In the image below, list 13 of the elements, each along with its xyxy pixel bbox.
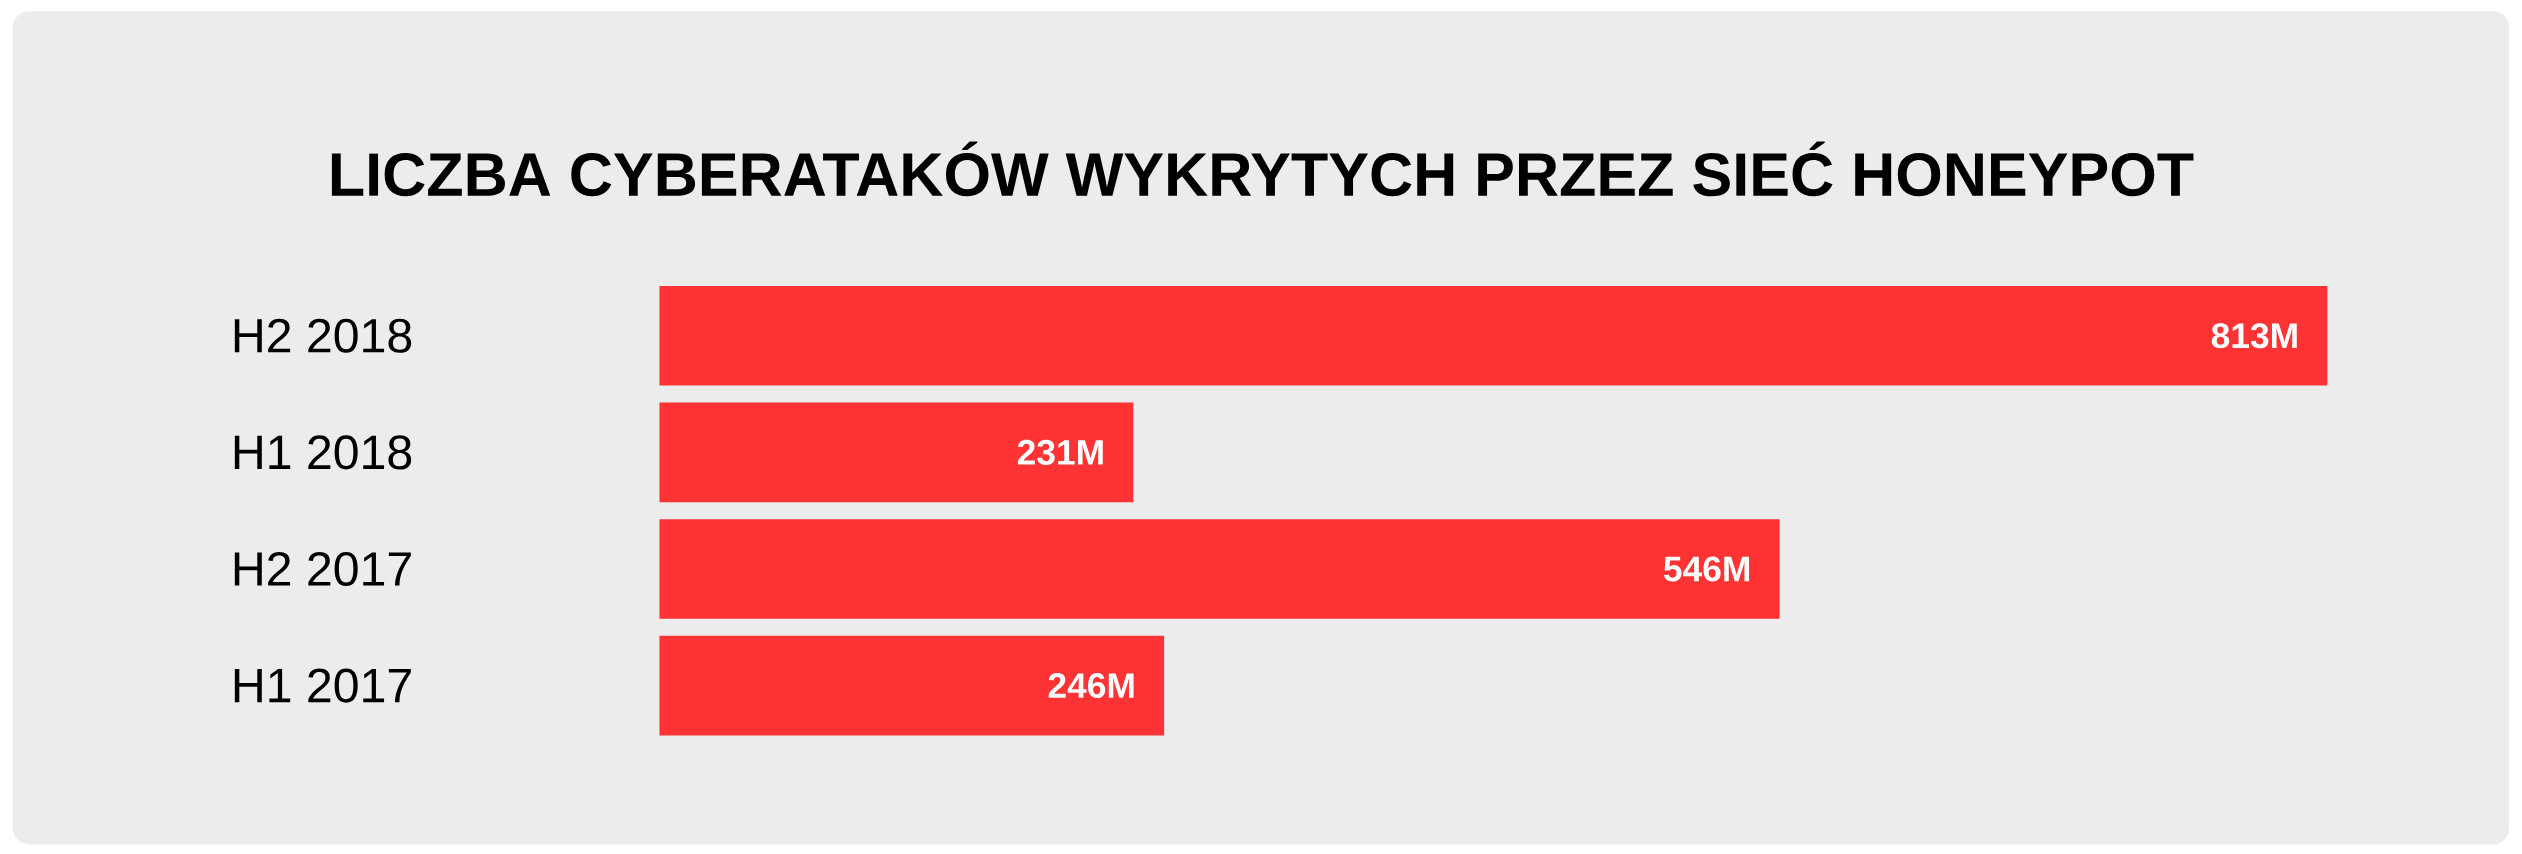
bar — [659, 285, 2328, 386]
data-label: 546M — [1663, 556, 1750, 582]
bar — [659, 635, 1165, 736]
data-label: 246M — [1048, 673, 1134, 699]
y-tick-label: H2 2017 — [234, 551, 411, 587]
data-label: 813M — [2211, 323, 2297, 349]
y-tick-label: H2 2018 — [234, 318, 412, 353]
data-label: 231M — [1017, 439, 1103, 465]
bar — [659, 519, 1780, 619]
y-tick-label: H1 2017 — [234, 668, 411, 703]
bar — [659, 402, 1134, 503]
chart-title: LICZBA CYBERATAKÓW WYKRYTYCH PRZEZ SIEĆ HONEYPOT — [331, 141, 2194, 197]
y-tick-label: H1 2018 — [234, 435, 412, 470]
